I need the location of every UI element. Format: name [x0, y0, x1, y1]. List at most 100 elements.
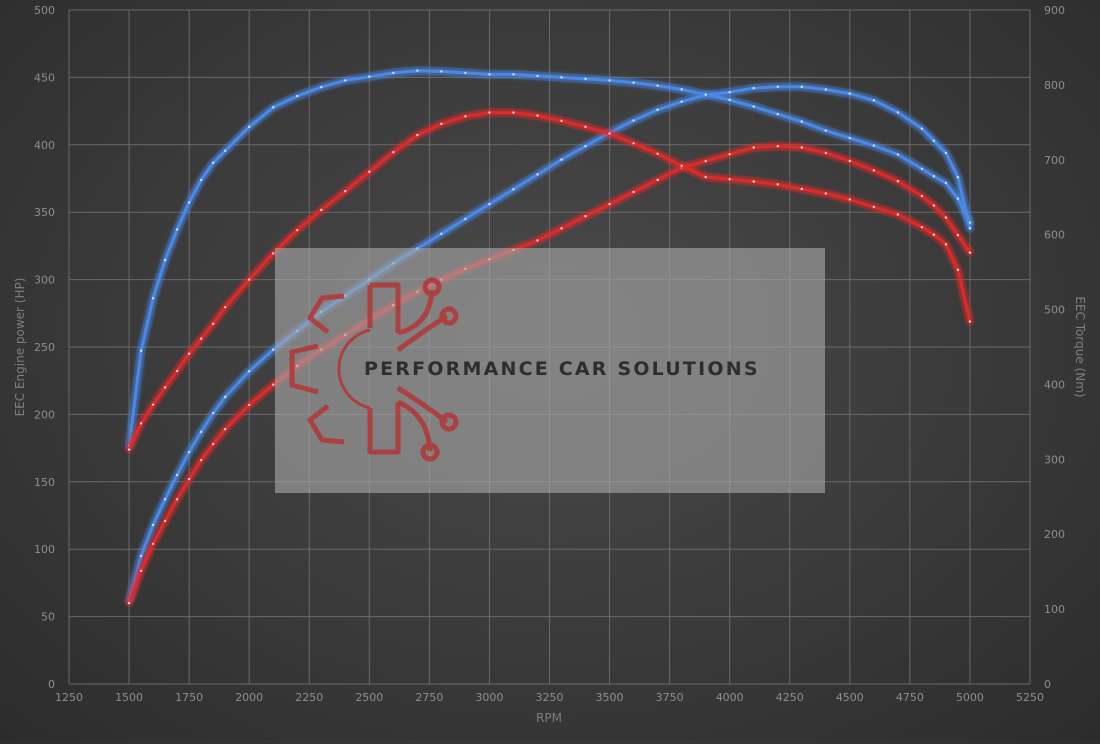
- series-point: [187, 201, 191, 204]
- series-point: [464, 217, 467, 221]
- series-point: [824, 192, 827, 195]
- series-point: [464, 115, 467, 118]
- series-point: [956, 175, 960, 179]
- series-line: [127, 69, 972, 448]
- series-point: [752, 86, 755, 90]
- watermark-text: PERFORMANCE CAR SOLUTIONS: [364, 358, 760, 380]
- series-point: [896, 213, 900, 216]
- stock-torque-series: [124, 66, 975, 451]
- y-axis-left-title: EEC Engine power (HP): [13, 278, 27, 417]
- series-point: [560, 119, 563, 123]
- series-point: [956, 268, 960, 272]
- y-axis-left-ticks: 0 50 100 150 200 250 300 350 400 450 500: [34, 4, 55, 691]
- series-point: [848, 136, 852, 140]
- series-point: [728, 98, 731, 102]
- series-lines: [124, 66, 975, 608]
- y-left-tick-label: 100: [34, 543, 55, 556]
- y-left-tick-label: 450: [34, 71, 55, 84]
- tuned-torque-series: [124, 108, 975, 455]
- series-point: [488, 73, 491, 76]
- series-point: [584, 215, 587, 218]
- series-point: [296, 94, 299, 98]
- series-point: [776, 112, 779, 116]
- series-point: [163, 258, 167, 262]
- series-point: [632, 81, 635, 84]
- y-right-tick-label: 600: [1044, 229, 1065, 242]
- x-tick-label: 3000: [475, 691, 503, 704]
- y-axis-right-ticks: 0 100 200 300 400 500 600 700 800 900: [1044, 4, 1065, 691]
- x-tick-label: 5000: [956, 691, 984, 704]
- series-point: [488, 202, 491, 206]
- series-point: [175, 228, 179, 231]
- series-point: [163, 498, 167, 501]
- series-line: [127, 111, 972, 452]
- series-point: [247, 370, 251, 373]
- series-point: [728, 91, 731, 94]
- series-point: [896, 179, 900, 183]
- series-point: [392, 71, 395, 75]
- series-point: [932, 204, 936, 207]
- x-tick-label: 2750: [415, 691, 443, 704]
- series-point: [656, 84, 659, 87]
- series-point: [728, 178, 731, 181]
- x-tick-label: 2250: [295, 691, 323, 704]
- series-point: [920, 194, 924, 198]
- series-point: [127, 601, 131, 605]
- series-point: [175, 369, 179, 373]
- series-point: [560, 158, 563, 161]
- series-point: [163, 519, 167, 523]
- y-left-tick-label: 350: [34, 206, 55, 219]
- y-left-tick-label: 0: [48, 678, 55, 691]
- series-point: [272, 106, 275, 109]
- series-point: [632, 142, 635, 145]
- series-point: [872, 169, 876, 172]
- series-point: [956, 197, 960, 200]
- series-point: [488, 111, 491, 114]
- series-point: [368, 170, 371, 173]
- series-point: [968, 320, 972, 323]
- series-point: [656, 178, 659, 182]
- series-point: [175, 473, 179, 477]
- series-point: [187, 477, 191, 481]
- series-line: [127, 85, 972, 602]
- series-point: [968, 221, 972, 224]
- x-tick-label: 3750: [656, 691, 684, 704]
- series-point: [632, 190, 635, 194]
- y-right-tick-label: 500: [1044, 304, 1065, 317]
- series-point: [151, 297, 155, 300]
- y-right-tick-label: 200: [1044, 528, 1065, 541]
- series-point: [536, 173, 539, 176]
- series-point: [440, 122, 443, 126]
- series-point: [199, 337, 203, 340]
- series-point: [464, 71, 467, 75]
- series-point: [512, 188, 515, 191]
- series-point: [512, 111, 515, 114]
- y-right-tick-label: 800: [1044, 79, 1065, 92]
- series-point: [199, 459, 203, 462]
- series-point: [139, 422, 143, 425]
- y-right-tick-label: 900: [1044, 4, 1065, 17]
- series-point: [272, 348, 275, 351]
- series-point: [932, 139, 936, 142]
- y-right-tick-label: 0: [1044, 678, 1051, 691]
- series-point: [211, 411, 215, 415]
- series-point: [920, 167, 924, 170]
- x-tick-label: 4500: [836, 691, 864, 704]
- series-point: [920, 225, 924, 229]
- series-point: [211, 161, 215, 164]
- series-point: [560, 76, 563, 79]
- watermark: PERFORMANCE CAR SOLUTIONS: [275, 248, 825, 493]
- series-point: [776, 144, 779, 148]
- series-point: [416, 133, 419, 137]
- series-point: [584, 125, 587, 129]
- series-point: [968, 251, 972, 254]
- y-left-tick-label: 50: [41, 611, 55, 624]
- series-point: [800, 120, 803, 123]
- series-point: [704, 159, 707, 163]
- series-point: [944, 243, 948, 246]
- series-point: [872, 144, 876, 147]
- gear-circuit-logo-icon: [289, 277, 459, 462]
- series-point: [392, 151, 395, 154]
